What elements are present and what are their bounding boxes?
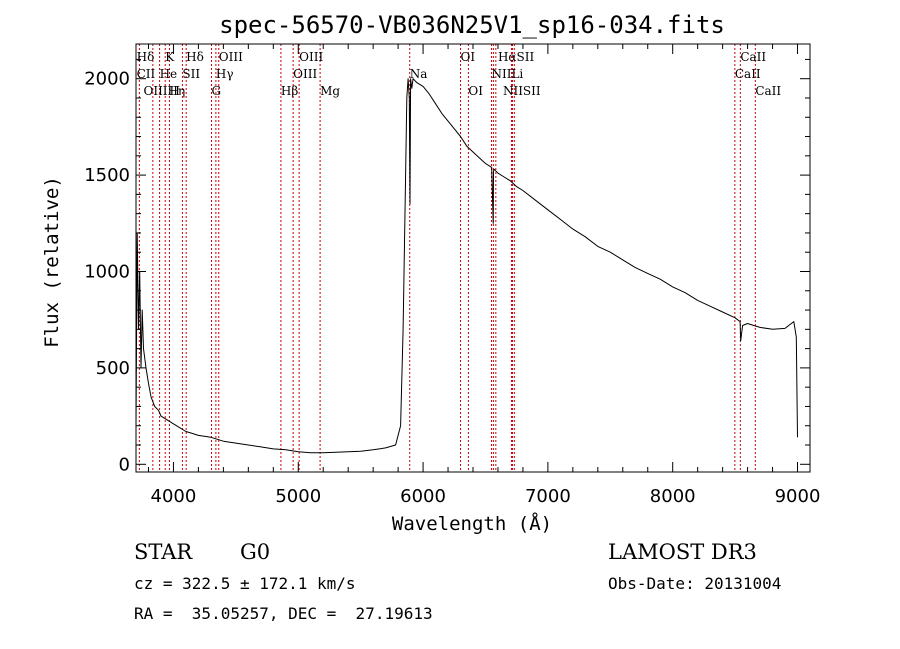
spectral-line-label: OI — [461, 50, 476, 64]
spectral-line-label: OIII — [299, 50, 323, 64]
spectral-line-label: K — [165, 50, 175, 64]
spectral-line-label: OIII — [219, 50, 243, 64]
spectrum-line — [135, 78, 798, 454]
y-tick-label: 1000 — [84, 261, 130, 282]
spectral-line-label: CaII — [735, 67, 761, 81]
spectral-line-label: NII — [491, 67, 511, 81]
spectral-line-label: CaII — [755, 84, 781, 98]
spectral-line-label: Mg — [320, 84, 340, 98]
spectrum-series — [135, 78, 798, 454]
spectral-line-label: NIISII — [503, 84, 541, 98]
axis-ticks: 4000 5000 6000 7000 8000 9000 0 500 1000 1500 2000 — [84, 44, 820, 507]
spectral-line-label: G — [212, 84, 222, 98]
x-tick-label: 4000 — [151, 486, 197, 507]
chart-title: spec-56570-VB036N25V1_sp16-034.fits — [219, 11, 725, 39]
spectral-line-label: He — [160, 67, 178, 81]
survey-name: LAMOST DR3 — [608, 540, 757, 564]
spectral-line-label: Li — [511, 67, 523, 81]
x-tick-label: 8000 — [650, 486, 696, 507]
y-tick-label: 0 — [119, 454, 130, 475]
spectral-line-label: Hδ — [137, 50, 155, 64]
spectral-subclass: G0 — [240, 540, 271, 564]
coordinates: RA = 35.05257, DEC = 27.19613 — [134, 604, 433, 623]
y-tick-label: 500 — [96, 358, 130, 379]
plot-frame — [135, 43, 811, 473]
spectral-line-label: OI — [468, 84, 483, 98]
observation-date: Obs-Date: 20131004 — [608, 574, 782, 593]
spectral-line-label: HαSII — [498, 50, 535, 64]
spectral-line-label: H — [169, 84, 179, 98]
spectral-line-label: Hγ — [216, 67, 234, 81]
spectral-line-label: Na — [410, 67, 428, 81]
spectral-line-label: Hβ — [281, 84, 298, 98]
y-tick-label: 2000 — [84, 69, 130, 90]
redshift-velocity: cz = 322.5 ± 172.1 km/s — [134, 574, 356, 593]
spectral-line-label: CaII — [740, 50, 766, 64]
spectral-line-labels: Hδ K Hδ OIII OIII OI HαSII CaII CII He SII Hγ OIII Na… — [137, 50, 782, 98]
x-tick-label: 7000 — [525, 486, 571, 507]
spectral-line-label: SII — [182, 67, 200, 81]
y-axis-label: Flux (relative) — [41, 176, 63, 348]
spectral-line-label: OIIIHη — [143, 84, 185, 98]
spectral-line-markers — [138, 44, 756, 472]
spectral-line-label: CII — [137, 67, 156, 81]
object-class: STAR — [134, 540, 193, 564]
x-tick-label: 6000 — [400, 486, 446, 507]
y-tick-label: 1500 — [84, 165, 130, 186]
x-axis-label: Wavelength (Å) — [392, 512, 552, 535]
spectral-line-label: OIII — [293, 67, 317, 81]
x-tick-label: 9000 — [775, 486, 821, 507]
spectrum-chart: spec-56570-VB036N25V1_sp16-034.fits 4000… — [41, 11, 820, 535]
x-tick-label: 5000 — [275, 486, 321, 507]
spectral-line-label: Hδ — [186, 50, 204, 64]
